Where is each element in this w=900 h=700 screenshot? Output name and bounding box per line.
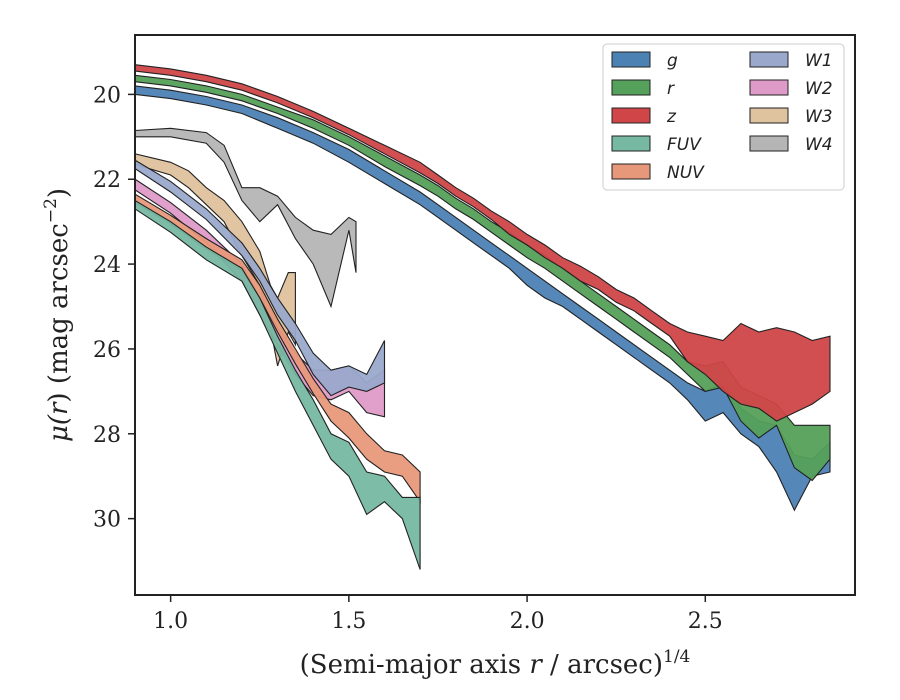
series-band-fuv bbox=[135, 199, 421, 570]
x-tick-label: 1.5 bbox=[331, 609, 366, 634]
legend-swatch-nuv bbox=[611, 163, 651, 180]
legend-swatch-w4 bbox=[749, 135, 789, 152]
legend-label-z: z bbox=[666, 107, 677, 127]
legend-swatch-g bbox=[611, 51, 651, 68]
legend-swatch-r bbox=[611, 79, 651, 96]
legend-label-g: g bbox=[667, 51, 678, 71]
y-tick-label: 30 bbox=[93, 508, 121, 533]
series-band-w1 bbox=[135, 159, 386, 397]
series-band-nuv bbox=[135, 193, 421, 504]
series-band-r bbox=[135, 74, 831, 482]
x-tick-label: 2.0 bbox=[510, 609, 545, 634]
legend-label-fuv: FUV bbox=[667, 135, 702, 155]
y-tick-label: 28 bbox=[93, 423, 121, 448]
series-layer bbox=[135, 64, 831, 570]
x-axis-label: (Semi-major axis r / arcsec)1/4 bbox=[300, 647, 691, 680]
legend: grz FUV NUV W1 W2 W3 W4 bbox=[602, 43, 845, 191]
legend-swatch-fuv bbox=[611, 135, 651, 152]
series-band-z bbox=[135, 64, 831, 422]
legend-label-w2: W2 bbox=[805, 79, 833, 99]
y-tick-label: 22 bbox=[93, 168, 121, 193]
legend-label-w3: W3 bbox=[805, 107, 833, 127]
plot-frame bbox=[134, 34, 856, 596]
legend-swatch-w3 bbox=[749, 107, 789, 124]
legend-label-w4: W4 bbox=[805, 135, 833, 155]
x-tick-label: 2.5 bbox=[688, 609, 723, 634]
legend-swatch-z bbox=[611, 107, 651, 124]
y-tick-label: 24 bbox=[93, 253, 121, 278]
y-axis-label: μ(r) (mag arcsec−2) bbox=[41, 188, 74, 442]
legend-label-nuv: NUV bbox=[667, 163, 705, 183]
axes-layer: 1.0 1.5 2.0 2.5 20 22 24 26 28 30 (Semi-major axis… bbox=[41, 34, 856, 680]
legend-label-r: r bbox=[667, 79, 675, 99]
legend-swatch-w1 bbox=[749, 51, 789, 68]
y-tick-label: 26 bbox=[93, 338, 121, 363]
x-tick-label: 1.0 bbox=[153, 609, 188, 634]
y-tick-label: 20 bbox=[93, 83, 121, 108]
legend-label-w1: W1 bbox=[805, 51, 833, 71]
series-band-w4 bbox=[135, 127, 357, 309]
legend-swatch-w2 bbox=[749, 79, 789, 96]
